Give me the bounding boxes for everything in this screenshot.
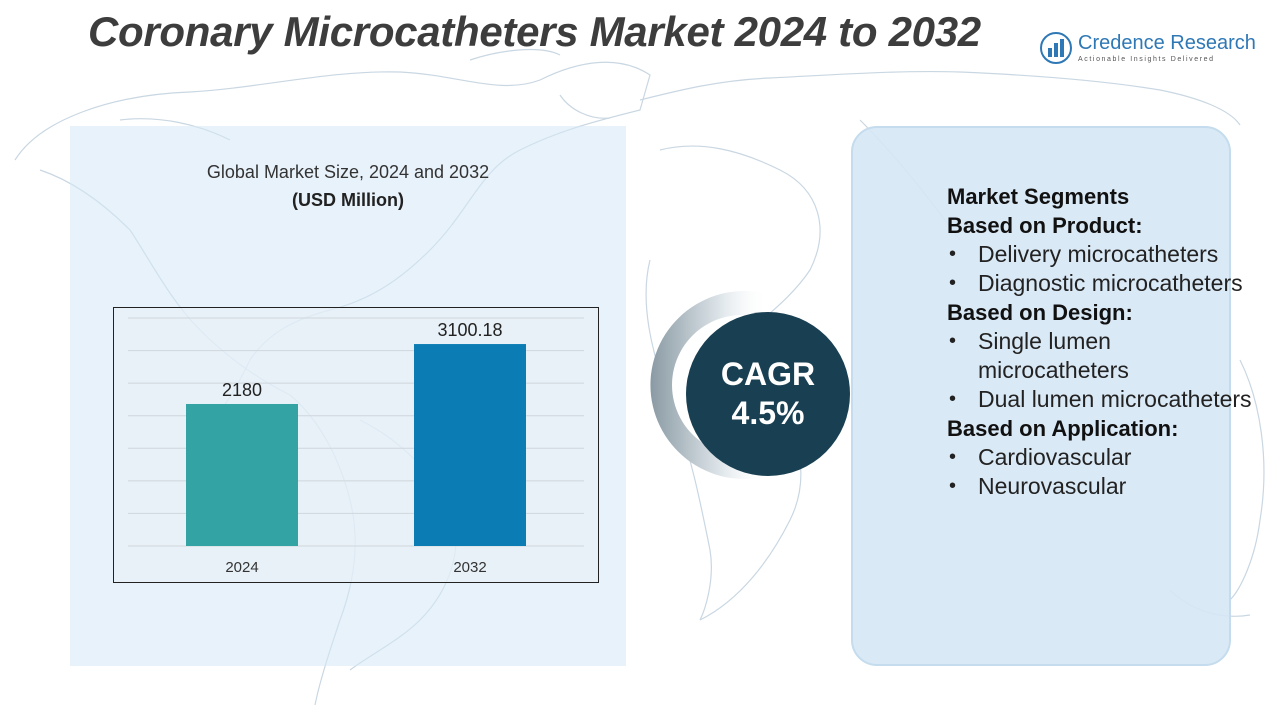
cagr-badge: CAGR 4.5% (686, 312, 850, 476)
bar (186, 403, 298, 546)
segment-group-heading: Based on Design: (947, 300, 1133, 325)
bar-chart: 2180 2024 3100.18 2032 (113, 307, 599, 583)
brand-name: Credence Research (1078, 32, 1256, 54)
segment-item: Diagnostic microcatheters (947, 269, 1267, 298)
bar (414, 344, 526, 546)
chart-unit: (USD Million) (292, 190, 404, 210)
segment-item: Cardiovascular (947, 443, 1267, 472)
chart-title: Global Market Size, 2024 and 2032 (206, 162, 490, 182)
cagr-ring-decoration (650, 291, 768, 479)
cagr-value: 4.5% (731, 395, 805, 431)
bar-chart-plot: 2180 2024 3100.18 2032 (128, 317, 584, 576)
x-tick-label: 2032 (453, 559, 486, 576)
segment-list: Cardiovascular Neurovascular (947, 443, 1267, 501)
segment-group-heading: Based on Application: (947, 416, 1179, 441)
segment-item: Neurovascular (947, 472, 1267, 501)
data-label: 2180 (222, 380, 262, 400)
bar-chart-logo-icon (1040, 32, 1072, 64)
segment-group-heading: Based on Product: (947, 213, 1143, 238)
cagr-label: CAGR (720, 356, 816, 392)
segment-item: Delivery microcatheters (947, 240, 1267, 269)
segment-list: Single lumen microcatheters Dual lumen m… (947, 327, 1267, 414)
segment-list: Delivery microcatheters Diagnostic micro… (947, 240, 1267, 298)
brand-logo: Credence Research Actionable Insights De… (1040, 30, 1256, 70)
brand-tagline: Actionable Insights Delivered (1078, 56, 1215, 63)
x-tick-label: 2024 (225, 559, 258, 576)
data-label: 3100.18 (437, 320, 502, 340)
segment-item: Single lumen microcatheters (947, 327, 1267, 385)
segment-item: Dual lumen microcatheters (947, 385, 1267, 414)
segments-heading: Market Segments (947, 184, 1130, 209)
page-title: Coronary Microcatheters Market 2024 to 2… (88, 8, 981, 55)
market-segments: Market Segments Based on Product: Delive… (947, 182, 1267, 501)
